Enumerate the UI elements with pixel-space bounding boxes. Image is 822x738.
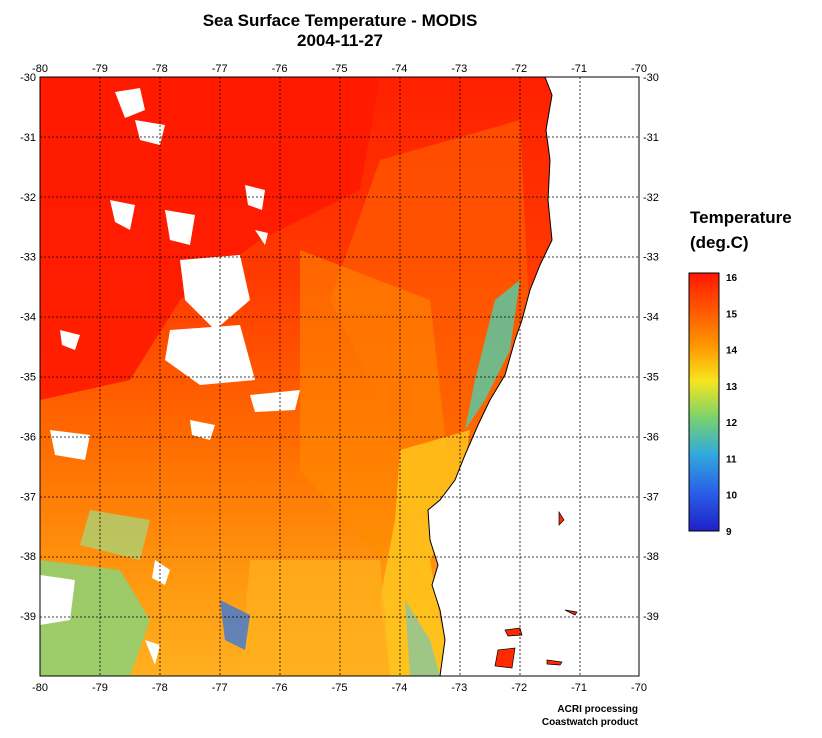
lat-label: -33 [20,252,36,264]
lon-label: -78 [152,682,168,694]
lon-labels-top: -80 -79 -78 -77 -76 -75 -74 -73 -72 -71 -70 [32,63,647,75]
lon-label: -80 [32,63,48,75]
legend-title: Temperature [690,208,792,227]
lon-label: -80 [32,682,48,694]
lat-label: -38 [20,551,36,563]
lon-label: -77 [212,682,228,694]
lat-label: -35 [643,372,659,384]
lon-label: -70 [631,63,647,75]
sst-field [40,77,639,676]
lon-label: -71 [571,63,587,75]
lat-label: -32 [20,192,36,204]
lat-label: -34 [643,312,659,324]
lon-label: -74 [391,682,407,694]
legend-colorbar [688,272,720,532]
legend-tick-label: 16 [726,273,738,284]
lat-label: -35 [20,372,36,384]
map-frame [39,76,640,677]
legend-tick-label: 15 [726,309,738,320]
lon-label: -74 [391,63,407,75]
lat-label: -30 [643,72,659,84]
lat-label: -37 [643,491,659,503]
map-date: 2004-11-27 [296,31,384,50]
lat-label: -37 [20,491,36,503]
legend-units: (deg.C) [690,233,749,252]
lat-label: -33 [643,252,659,264]
lat-label: -36 [643,431,659,443]
lon-label: -79 [92,682,108,694]
credit-product: Coastwatch product [541,717,638,728]
lon-label: -75 [332,63,348,75]
lat-label: -31 [20,132,36,144]
lat-label: -39 [643,611,659,623]
lon-label: -76 [272,682,288,694]
islands [494,510,578,669]
cloud-cover [40,88,300,665]
lon-label: -75 [332,682,348,694]
lon-label: -72 [511,682,527,694]
lat-label: -39 [20,611,36,623]
lon-label: -73 [451,682,467,694]
legend-tick-label: 11 [726,454,737,465]
legend-labels: 16 15 14 13 12 11 10 9 [726,273,738,538]
lon-label: -71 [571,682,587,694]
lon-label: -79 [92,63,108,75]
lon-label: -78 [152,63,168,75]
legend-tick-label: 14 [726,346,738,357]
lon-label: -77 [212,63,228,75]
legend-tick-label: 9 [726,527,732,538]
legend-tick-label: 10 [726,491,738,502]
legend-tick-label: 13 [726,382,738,393]
lon-label: -73 [451,63,467,75]
map-title: Sea Surface Temperature - MODIS [202,11,478,30]
lat-label: -36 [20,431,36,443]
lat-label: -31 [643,132,659,144]
lat-label: -38 [643,551,659,563]
land-mask [427,77,639,676]
lat-labels-right: -30 -31 -32 -33 -34 -35 -36 -37 -38 -39 [643,72,659,623]
lon-label: -76 [272,63,288,75]
lat-label: -34 [20,312,36,324]
lon-labels-bottom: -80 -79 -78 -77 -76 -75 -74 -73 -72 -71 -70 [32,682,647,694]
legend-tick-label: 12 [726,418,738,429]
lon-label: -70 [631,682,647,694]
lat-labels-left: -30 -31 -32 -33 -34 -35 -36 -37 -38 -39 [20,72,36,623]
lat-label: -30 [20,72,36,84]
lon-label: -72 [511,63,527,75]
lat-label: -32 [643,192,659,204]
credit-processing: ACRI processing [557,704,638,715]
